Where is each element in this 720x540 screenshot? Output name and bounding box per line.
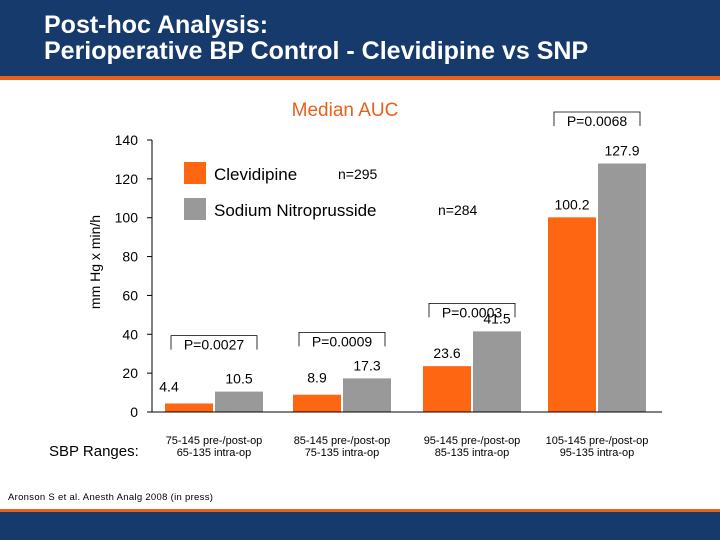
value-label: 100.2 <box>554 196 589 212</box>
snp-bar <box>215 391 263 412</box>
legend-label-snp: Sodium Nitroprusside <box>214 201 377 220</box>
y-tick-label: 80 <box>122 249 138 265</box>
legend-n-clevidipine: n=295 <box>338 166 378 182</box>
clevidipine-bar <box>423 366 471 412</box>
bars-group: 4.4 8.9 23.6 100.2 10.5 17.3 41.5 127.9 <box>152 143 662 413</box>
y-tick-label: 0 <box>130 404 138 420</box>
chart-title: Median AUC <box>292 100 399 121</box>
y-tick-label: 100 <box>115 210 139 226</box>
snp-bar <box>598 163 646 412</box>
y-tick-label: 40 <box>122 326 138 342</box>
citation: Aronson S et al. Anesth Analg 2008 (in p… <box>8 492 214 503</box>
value-label: 10.5 <box>225 371 252 387</box>
category-label-line1: 95-145 pre-/post-op <box>424 435 521 447</box>
value-label: 41.5 <box>483 310 510 326</box>
snp-bar <box>473 331 521 412</box>
legend-swatch-snp <box>184 198 206 220</box>
category-label-line2: 75-135 intra-op <box>305 447 380 459</box>
title-line-2: Perioperative BP Control - Clevidipine v… <box>44 37 589 65</box>
category-label-line1: 75-145 pre-/post-op <box>166 435 263 447</box>
p-value-label: P=0.0068 <box>567 113 628 129</box>
p-value-label: P=0.0027 <box>184 337 245 353</box>
header-bar <box>0 0 720 76</box>
value-label: 17.3 <box>353 357 380 373</box>
y-tick-label: 140 <box>115 132 139 148</box>
category-label-line2: 65-135 intra-op <box>177 447 252 459</box>
p-value-bracket <box>170 335 258 350</box>
legend: Clevidipine n=295 Sodium Nitroprusside n=28… <box>184 162 478 220</box>
bar-chart: Median AUC mm Hg x min/h 0 20 40 60 80 100 120… <box>49 100 662 460</box>
legend-n-snp: n=284 <box>438 202 478 218</box>
footer-bar <box>0 512 720 540</box>
value-label: 23.6 <box>433 345 460 361</box>
p-values-group: P=0.0027 P=0.0009 P=0.0003 P=0.0068 <box>170 111 641 353</box>
slide-title: Post-hoc Analysis: Perioperative BP Cont… <box>44 12 588 64</box>
p-value-label: P=0.0003 <box>442 304 503 320</box>
p-value-bracket <box>428 302 516 318</box>
category-label-line2: 95-135 intra-op <box>560 447 635 459</box>
p-value-bracket <box>553 111 641 126</box>
legend-swatch-clevidipine <box>184 162 206 184</box>
value-label: 127.9 <box>604 143 639 159</box>
footer-accent-line <box>0 509 720 512</box>
header-accent-line <box>0 76 720 80</box>
clevidipine-bar <box>548 217 596 412</box>
y-tick-label: 60 <box>122 287 138 303</box>
sbp-ranges-label: SBP Ranges: <box>49 443 139 460</box>
category-label-line1: 85-145 pre-/post-op <box>294 435 391 447</box>
category-label-line1: 105-145 pre-/post-op <box>546 435 649 447</box>
category-label-line2: 85-135 intra-op <box>435 447 510 459</box>
value-label: 8.9 <box>307 370 327 386</box>
title-line-1: Post-hoc Analysis: <box>44 11 269 39</box>
y-axis-label: mm Hg x min/h <box>87 215 103 309</box>
snp-bar <box>343 378 391 412</box>
clevidipine-bar <box>165 403 213 412</box>
y-axis: 0 20 40 60 80 100 120 140 <box>115 132 153 420</box>
y-tick-label: 20 <box>122 365 138 381</box>
value-label: 4.4 <box>159 378 179 394</box>
legend-label-clevidipine: Clevidipine <box>214 165 297 184</box>
y-tick-label: 120 <box>115 171 139 187</box>
p-value-bracket <box>298 331 386 347</box>
p-value-label: P=0.0009 <box>312 333 373 349</box>
clevidipine-bar <box>293 394 341 412</box>
